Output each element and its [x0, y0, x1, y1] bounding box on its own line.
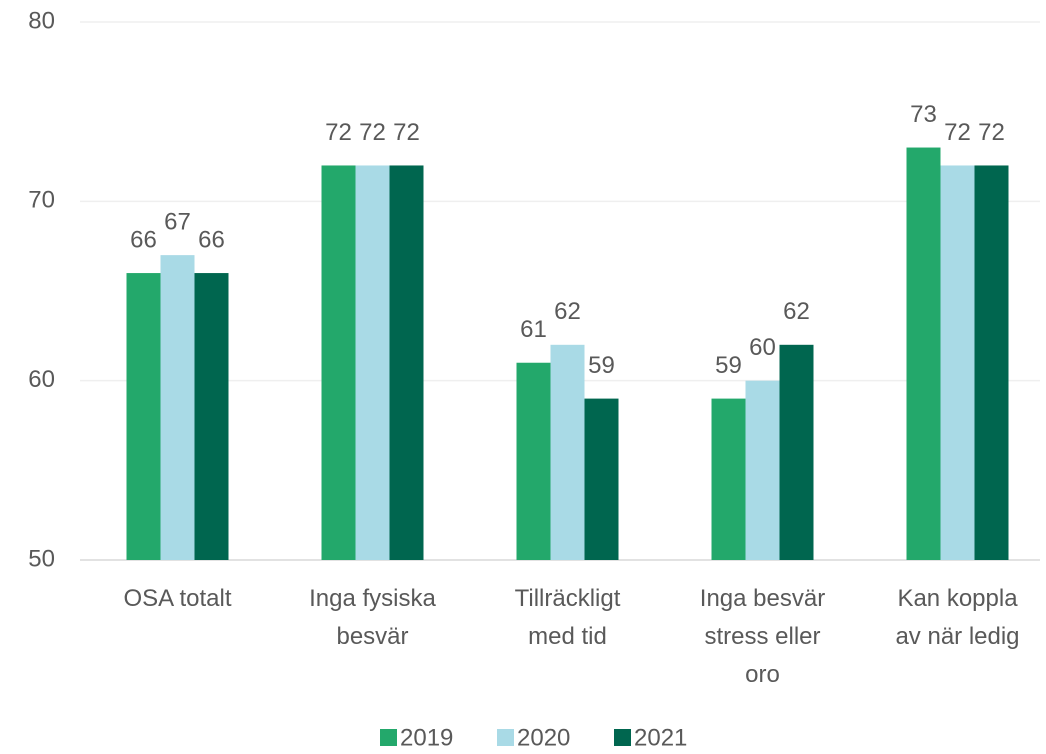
- bar: [745, 380, 780, 560]
- legend-swatch: [380, 729, 397, 746]
- bar: [584, 398, 619, 560]
- data-label: 73: [910, 101, 937, 128]
- bar: [194, 273, 229, 560]
- data-label: 67: [164, 208, 191, 235]
- data-label: 62: [554, 298, 581, 325]
- data-label: 72: [944, 119, 971, 146]
- data-label: 72: [393, 119, 420, 146]
- bar: [550, 344, 585, 560]
- y-tick-label: 50: [28, 545, 55, 572]
- data-label: 72: [325, 119, 352, 146]
- data-label: 72: [978, 119, 1005, 146]
- legend-label: 2020: [517, 724, 570, 751]
- data-label: 61: [520, 316, 547, 343]
- data-label: 60: [749, 334, 776, 361]
- x-tick-label: Inga fysiska besvär: [309, 585, 436, 650]
- legend-swatch: [497, 729, 514, 746]
- bar: [940, 165, 975, 560]
- data-label: 59: [588, 352, 615, 379]
- data-label: 59: [715, 352, 742, 379]
- bar: [711, 398, 746, 560]
- bar: [779, 344, 814, 560]
- x-tick-label: Kan koppla av när ledig: [895, 585, 1019, 650]
- bar: [389, 165, 424, 560]
- bar: [516, 362, 551, 560]
- data-label: 66: [198, 226, 225, 253]
- bar: [126, 273, 161, 560]
- y-tick-label: 60: [28, 366, 55, 393]
- legend-label: 2019: [400, 724, 453, 751]
- y-tick-label: 70: [28, 187, 55, 214]
- bar: [160, 255, 195, 560]
- data-label: 62: [783, 298, 810, 325]
- y-tick-label: 80: [28, 7, 55, 34]
- data-label: 72: [359, 119, 386, 146]
- legend-swatch: [614, 729, 631, 746]
- data-label: 66: [130, 226, 157, 253]
- x-tick-label: OSA totalt: [123, 585, 231, 612]
- bar: [974, 165, 1009, 560]
- x-tick-label: Tillräckligt med tid: [515, 585, 621, 650]
- x-tick-label: Inga besvär stress eller oro: [700, 585, 825, 688]
- legend-label: 2021: [634, 724, 687, 751]
- bar: [321, 165, 356, 560]
- bar: [906, 147, 941, 561]
- bar: [355, 165, 390, 560]
